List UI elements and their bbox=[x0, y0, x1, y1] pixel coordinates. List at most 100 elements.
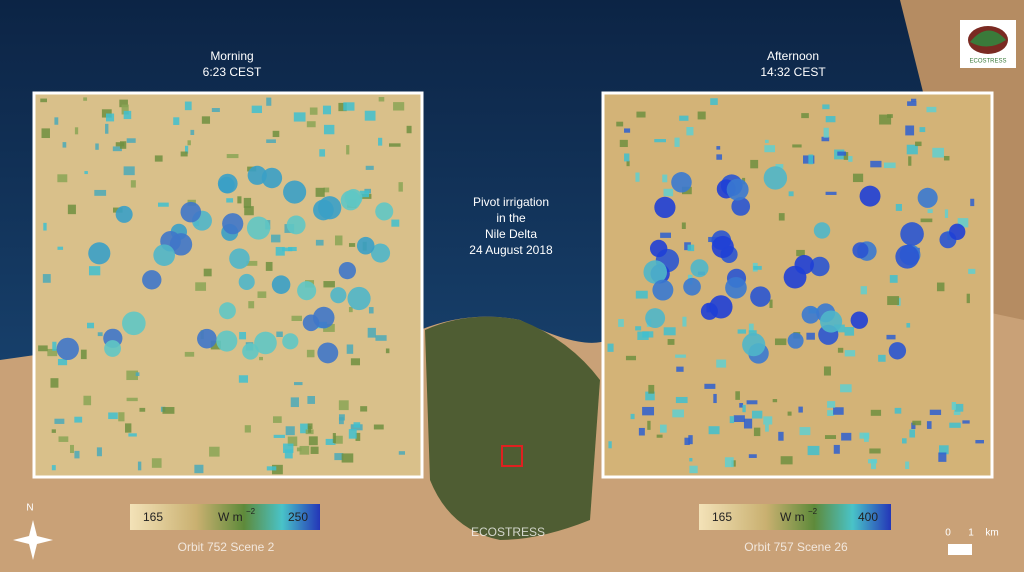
field-patch bbox=[373, 424, 384, 430]
field-patch bbox=[69, 444, 74, 454]
field-patch bbox=[121, 104, 129, 115]
field-patch bbox=[325, 438, 336, 445]
field-patch bbox=[833, 444, 840, 454]
field-patch bbox=[663, 188, 674, 197]
field-patch bbox=[689, 465, 698, 474]
field-patch bbox=[54, 117, 59, 125]
field-patch bbox=[341, 453, 354, 463]
field-patch bbox=[676, 366, 684, 372]
field-patch bbox=[105, 113, 115, 122]
field-patch bbox=[62, 142, 67, 148]
field-patch bbox=[226, 154, 239, 159]
field-patch bbox=[287, 436, 298, 447]
field-patch bbox=[889, 275, 898, 283]
field-patch bbox=[125, 423, 132, 433]
pivot-field bbox=[725, 276, 747, 299]
pivot-field bbox=[229, 248, 250, 269]
field-patch bbox=[679, 115, 689, 121]
field-patch bbox=[184, 145, 189, 154]
pivot-field bbox=[709, 295, 733, 319]
pivot-field bbox=[180, 201, 202, 223]
field-patch bbox=[753, 265, 762, 270]
pivot-field bbox=[242, 343, 259, 360]
panel-time: 14:32 CEST bbox=[760, 65, 826, 79]
scale-end: 1 bbox=[968, 528, 974, 539]
field-patch bbox=[288, 246, 297, 252]
pivot-field bbox=[731, 197, 751, 216]
field-patch bbox=[80, 349, 87, 360]
pivot-field bbox=[645, 308, 666, 329]
pivot-field bbox=[115, 205, 133, 223]
field-patch bbox=[74, 450, 80, 459]
pivot-field bbox=[810, 256, 830, 277]
field-patch bbox=[74, 416, 83, 423]
field-patch bbox=[953, 411, 961, 416]
pivot-field bbox=[356, 236, 375, 255]
field-patch bbox=[748, 454, 757, 458]
colorbar-unit: W m bbox=[218, 510, 243, 524]
pivot-field bbox=[949, 223, 966, 240]
field-patch bbox=[926, 106, 937, 113]
pivot-field bbox=[794, 254, 814, 275]
field-patch bbox=[636, 111, 646, 118]
field-patch bbox=[257, 291, 267, 298]
field-patch bbox=[780, 456, 793, 465]
field-patch bbox=[101, 109, 112, 118]
field-patch bbox=[86, 322, 95, 329]
field-patch bbox=[681, 222, 686, 229]
field-patch bbox=[123, 166, 135, 176]
field-patch bbox=[57, 174, 68, 183]
field-patch bbox=[860, 286, 867, 295]
field-patch bbox=[266, 139, 276, 143]
field-patch bbox=[902, 438, 907, 444]
field-patch bbox=[911, 422, 916, 429]
field-patch bbox=[939, 445, 949, 455]
field-patch bbox=[647, 420, 651, 430]
field-patch bbox=[656, 434, 663, 438]
field-patch bbox=[391, 219, 400, 227]
caption-line: Pivot irrigation bbox=[473, 195, 549, 209]
field-patch bbox=[729, 416, 735, 424]
field-patch bbox=[119, 99, 128, 108]
field-patch bbox=[775, 164, 784, 169]
pivot-field bbox=[122, 311, 146, 336]
field-patch bbox=[259, 356, 263, 361]
field-patch bbox=[42, 274, 51, 283]
field-patch bbox=[708, 426, 720, 435]
field-patch bbox=[837, 347, 844, 353]
field-patch bbox=[607, 343, 614, 352]
field-patch bbox=[906, 323, 911, 328]
field-patch bbox=[905, 125, 915, 136]
colorbar-max: 250 bbox=[288, 510, 308, 524]
field-patch bbox=[300, 423, 310, 434]
field-patch bbox=[378, 137, 383, 146]
field-patch bbox=[824, 435, 837, 439]
field-patch bbox=[919, 127, 926, 133]
field-patch bbox=[748, 323, 754, 332]
field-patch bbox=[389, 143, 401, 147]
field-patch bbox=[226, 198, 234, 203]
field-patch bbox=[686, 126, 694, 136]
field-patch bbox=[764, 139, 769, 143]
field-patch bbox=[406, 125, 412, 134]
logo-text: ECOSTRESS bbox=[969, 59, 1006, 65]
field-patch bbox=[338, 400, 349, 411]
field-patch bbox=[346, 344, 354, 354]
field-patch bbox=[787, 411, 792, 416]
field-patch bbox=[742, 404, 746, 413]
field-patch bbox=[74, 127, 79, 135]
pivot-field bbox=[318, 196, 342, 220]
field-patch bbox=[273, 434, 285, 438]
field-patch bbox=[659, 424, 667, 433]
pivot-field bbox=[820, 310, 843, 333]
field-patch bbox=[624, 128, 631, 133]
field-patch bbox=[848, 156, 853, 162]
field-patch bbox=[926, 421, 932, 429]
field-patch bbox=[687, 244, 695, 252]
pivot-field bbox=[222, 213, 244, 235]
field-patch bbox=[684, 242, 691, 251]
colorbar-gradient bbox=[130, 504, 320, 530]
field-patch bbox=[95, 143, 99, 150]
pivot-field bbox=[247, 165, 267, 185]
field-patch bbox=[398, 182, 403, 192]
